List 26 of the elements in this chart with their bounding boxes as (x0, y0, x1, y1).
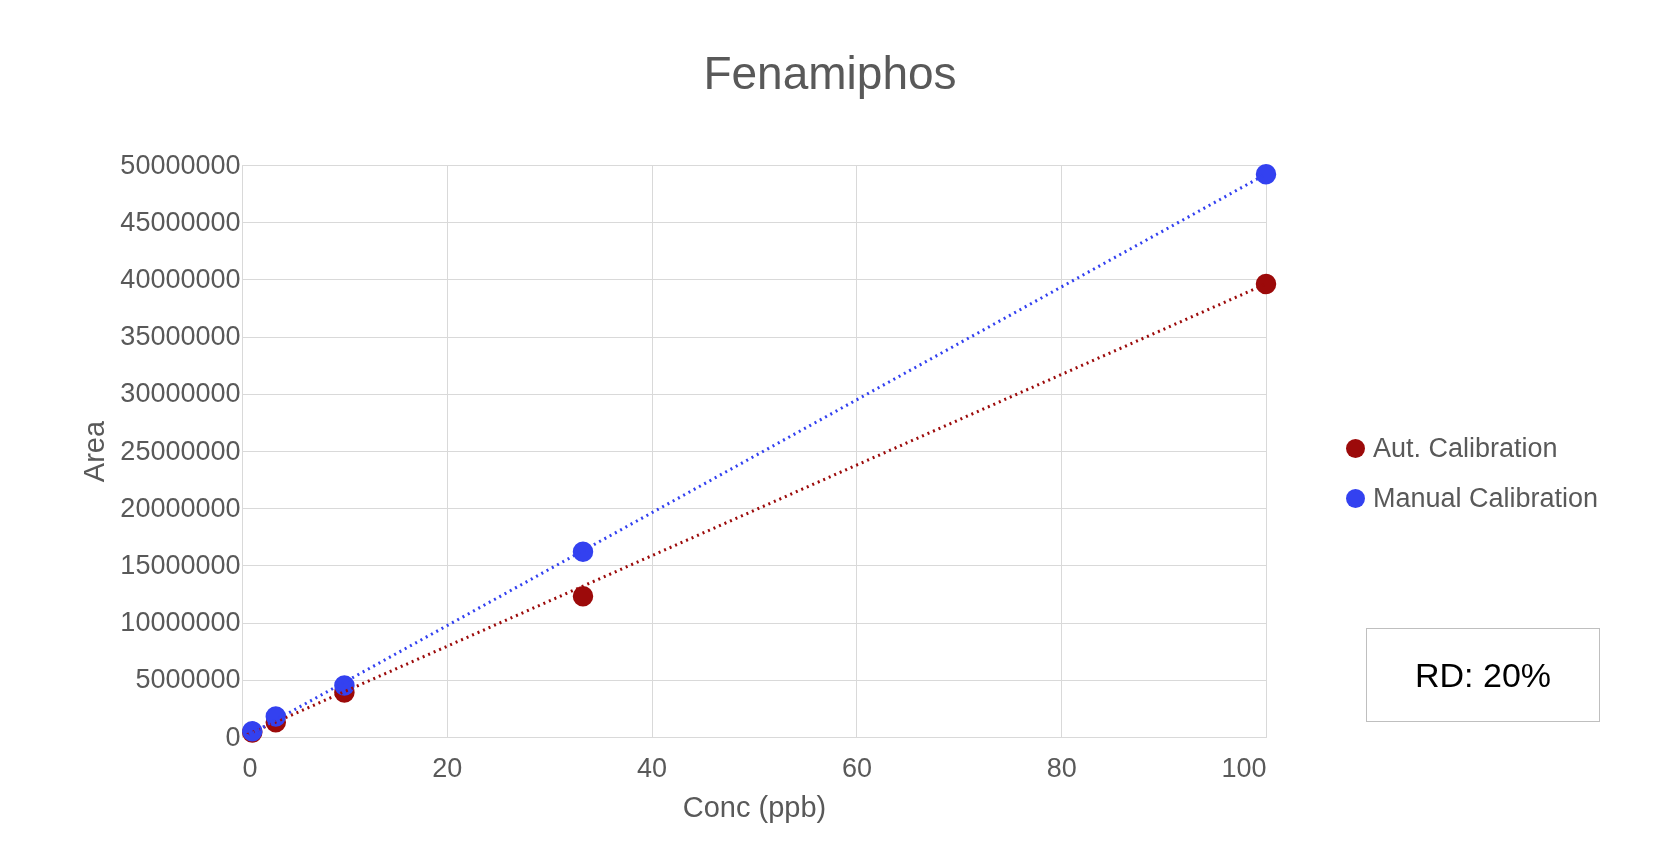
x-tick-label: 80 (1046, 752, 1077, 783)
y-tick-label: 25000000 (120, 435, 241, 466)
x-tick-label: 60 (841, 752, 872, 783)
x-axis-title: Conc (ppb) (682, 790, 827, 823)
y-tick-label: 15000000 (120, 549, 241, 580)
y-tick-label: 5000000 (135, 664, 241, 695)
x-tick-label: 40 (637, 752, 668, 783)
y-tick-label: 0 (225, 721, 241, 752)
y-tick-label: 50000000 (120, 149, 241, 180)
y-tick-label: 45000000 (120, 206, 241, 237)
point (1255, 273, 1277, 295)
y-tick-label: 10000000 (120, 607, 241, 638)
y-tick-label: 20000000 (120, 492, 241, 523)
y-tick-label: 40000000 (120, 263, 241, 294)
y-tick-label: 30000000 (120, 378, 241, 409)
legend-label: Aut. Calibration (1373, 432, 1558, 463)
x-tick-label: 20 (432, 752, 463, 783)
legend-label: Manual Calibration (1373, 482, 1599, 513)
y-tick-label: 35000000 (120, 321, 241, 352)
text: RD: 20% (1366, 628, 1600, 722)
point (572, 541, 594, 562)
x-tick-label: 100 (1221, 752, 1267, 783)
chart-title: Fenamiphos (703, 47, 957, 99)
point (1255, 163, 1277, 185)
y-axis-title: Area (78, 420, 111, 483)
point (572, 586, 594, 607)
